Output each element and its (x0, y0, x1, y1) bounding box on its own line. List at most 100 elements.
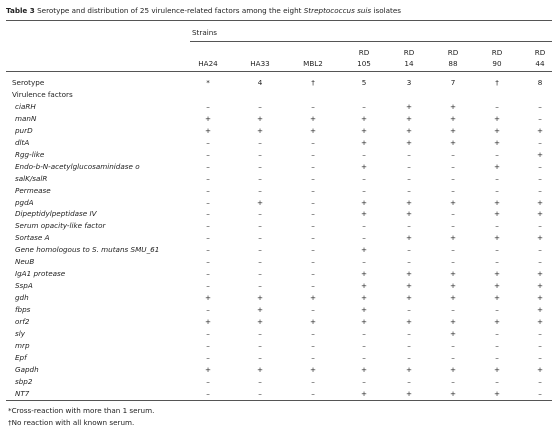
cell: – (538, 173, 542, 183)
cell: – (362, 257, 366, 267)
cell: – (206, 149, 210, 159)
cell: – (206, 376, 210, 386)
column-header: RD 88 (428, 47, 478, 69)
cell: – (311, 305, 315, 315)
cell: – (206, 221, 210, 231)
cell: – (451, 305, 455, 315)
caption-text-end: isolates (371, 6, 401, 15)
column-header-text: RD 14 (403, 48, 415, 68)
cell: + (449, 281, 457, 291)
factor-name: IgA1 protease (15, 269, 66, 279)
cell: + (536, 149, 544, 159)
cell: + (536, 125, 544, 135)
factor-name: purD (15, 125, 33, 135)
caption-text: Serotype and distribution of 25 virulenc… (37, 6, 304, 15)
cell: – (538, 376, 542, 386)
cell: – (311, 197, 315, 207)
cell: – (206, 245, 210, 255)
cell: – (451, 376, 455, 386)
factor-name: sbp2 (15, 376, 33, 386)
cell: – (258, 101, 262, 111)
cell: + (360, 293, 368, 303)
cell: – (258, 173, 262, 183)
table-caption: Table 3 Serotype and distribution of 25 … (6, 6, 401, 16)
cell: – (206, 257, 210, 267)
cell: + (449, 269, 457, 279)
cell: – (362, 221, 366, 231)
cell: + (204, 364, 212, 374)
cell: – (311, 257, 315, 267)
cell: + (449, 293, 457, 303)
column-header: MBL2 (288, 58, 338, 69)
column-header-text: RD 88 (447, 48, 459, 68)
cell: – (362, 173, 366, 183)
factor-name: Gene homologous to S. mutans SMU_61 (15, 245, 160, 255)
cell: – (451, 352, 455, 362)
cell: – (362, 340, 366, 350)
cell: – (407, 257, 411, 267)
factor-name: Epf (15, 352, 27, 362)
cell: + (536, 269, 544, 279)
cell: * (206, 78, 210, 87)
factor-name: orf2 (15, 317, 30, 326)
cell: – (258, 137, 262, 147)
cell: – (206, 209, 210, 219)
cell: – (451, 221, 455, 231)
cell: – (495, 185, 499, 195)
cell: – (451, 257, 455, 267)
cell: + (449, 101, 457, 111)
cell: – (311, 209, 315, 219)
cell: – (451, 185, 455, 195)
cell: – (311, 245, 315, 255)
factor-name: NeuB (15, 257, 35, 267)
cell: – (311, 328, 315, 338)
cell: – (311, 101, 315, 111)
cell: – (258, 233, 262, 243)
cell: + (360, 137, 368, 147)
cell: – (206, 101, 210, 111)
cell: + (536, 209, 544, 219)
cell: – (258, 281, 262, 291)
cell: + (449, 113, 457, 123)
cell: – (258, 328, 262, 338)
cell: + (493, 269, 501, 279)
cell: – (407, 245, 411, 255)
cell: + (405, 388, 413, 398)
cell: + (493, 125, 501, 135)
cell: – (362, 328, 366, 338)
column-header-text: HA33 (250, 59, 270, 68)
cell: + (493, 161, 501, 171)
cell: + (536, 317, 544, 326)
cell: + (493, 293, 501, 303)
cell: + (493, 209, 501, 219)
column-header-text: MBL2 (303, 59, 323, 68)
cell: – (407, 185, 411, 195)
cell: – (495, 376, 499, 386)
cell: – (538, 328, 542, 338)
cell: – (407, 340, 411, 350)
column-header: RD 44 (515, 47, 554, 69)
cell: – (495, 221, 499, 231)
cell: + (309, 125, 317, 135)
cell: + (204, 293, 212, 303)
factor-name: salK/salR (15, 173, 48, 183)
column-header: RD 14 (384, 47, 434, 69)
cell: + (405, 125, 413, 135)
cell: – (451, 173, 455, 183)
cell: – (362, 233, 366, 243)
cell: – (495, 245, 499, 255)
cell: – (407, 149, 411, 159)
cell: + (493, 233, 501, 243)
cell: + (405, 269, 413, 279)
cell: – (206, 340, 210, 350)
top-rule (6, 20, 552, 21)
cell: – (407, 328, 411, 338)
cell: – (206, 328, 210, 338)
cell: + (449, 137, 457, 147)
cell: + (360, 209, 368, 219)
cell: + (256, 317, 264, 326)
cell: – (258, 221, 262, 231)
factor-name: Permease (15, 185, 51, 195)
cell: – (362, 376, 366, 386)
